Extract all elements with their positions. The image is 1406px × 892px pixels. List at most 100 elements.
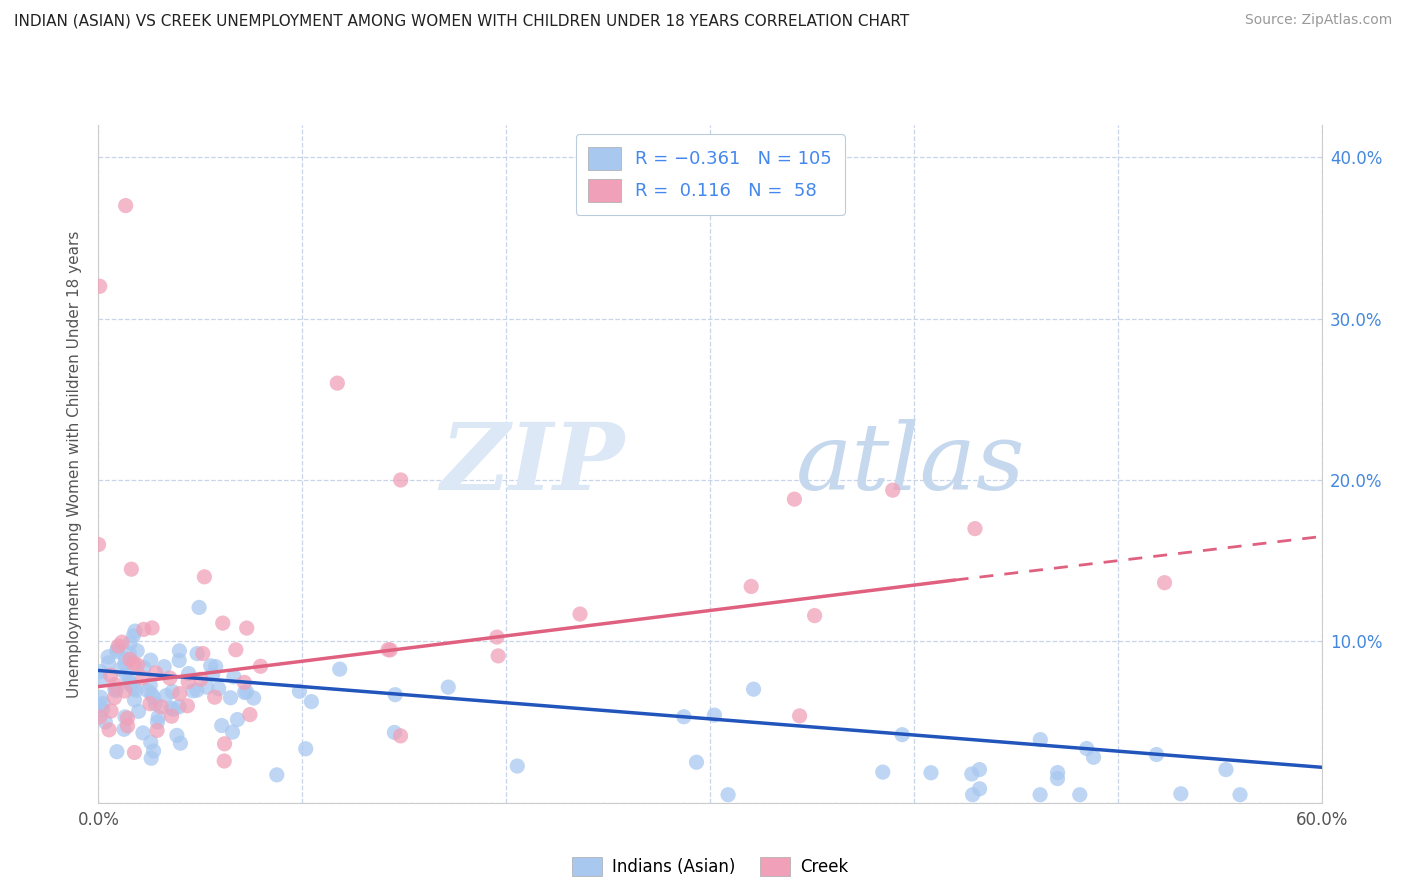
Point (139, 735, 162, 749)
Point (219, 690, 242, 705)
Point (105, 644, 128, 658)
Point (166, 728, 188, 742)
Point (326, 376, 349, 391)
Point (118, 676, 141, 690)
Point (717, 788, 740, 802)
Point (506, 759, 529, 773)
Point (97, 649, 120, 664)
Point (235, 621, 257, 635)
Point (920, 765, 942, 780)
Point (118, 646, 141, 660)
Point (266, 768, 288, 782)
Point (211, 718, 233, 732)
Point (1215, 763, 1237, 777)
Point (124, 746, 146, 760)
Point (120, 562, 142, 576)
Point (221, 725, 243, 739)
Point (167, 653, 190, 667)
Point (162, 702, 184, 716)
Point (380, 643, 402, 657)
Point (249, 659, 271, 673)
Point (142, 744, 165, 758)
Point (139, 653, 162, 667)
Point (195, 680, 218, 694)
Point (136, 684, 159, 698)
Point (181, 684, 204, 698)
Point (1029, 788, 1052, 802)
Point (131, 671, 153, 685)
Legend: Indians (Asian), Creek: Indians (Asian), Creek (565, 850, 855, 882)
Point (891, 728, 914, 742)
Point (139, 678, 162, 692)
Point (740, 579, 762, 593)
Point (169, 644, 191, 658)
Point (112, 723, 135, 737)
Text: INDIAN (ASIAN) VS CREEK UNEMPLOYMENT AMONG WOMEN WITH CHILDREN UNDER 18 YEARS CO: INDIAN (ASIAN) VS CREEK UNEMPLOYMENT AMO… (14, 13, 910, 29)
Point (789, 709, 811, 723)
Point (146, 723, 169, 738)
Point (214, 737, 236, 751)
Point (177, 674, 200, 689)
Point (962, 788, 984, 802)
Point (204, 690, 226, 705)
Point (122, 629, 145, 643)
Point (384, 688, 406, 702)
Point (803, 608, 825, 623)
Point (329, 662, 352, 676)
Point (107, 639, 129, 653)
Point (91, 697, 114, 711)
Point (191, 647, 214, 661)
Point (288, 684, 311, 698)
Point (114, 198, 136, 212)
Point (115, 667, 138, 681)
Point (114, 652, 136, 666)
Point (193, 570, 215, 584)
Point (89, 665, 111, 679)
Point (384, 725, 406, 739)
Point (963, 522, 986, 536)
Point (186, 647, 208, 661)
Point (91, 703, 114, 717)
Point (239, 707, 262, 722)
Point (882, 483, 904, 498)
Point (150, 699, 173, 714)
Point (969, 763, 991, 777)
Point (377, 642, 399, 657)
Point (114, 684, 136, 698)
Point (125, 683, 148, 698)
Point (160, 709, 183, 723)
Point (1029, 732, 1052, 747)
Point (188, 600, 211, 615)
Point (212, 754, 235, 768)
Point (97, 656, 120, 670)
Point (89, 710, 111, 724)
Point (211, 616, 233, 631)
Point (294, 741, 316, 756)
Point (569, 607, 592, 621)
Text: ZIP: ZIP (440, 419, 624, 508)
Point (155, 689, 177, 703)
Point (299, 695, 322, 709)
Point (124, 624, 146, 639)
Point (89, 698, 111, 713)
Point (1229, 788, 1251, 802)
Point (143, 697, 166, 711)
Point (1046, 765, 1069, 780)
Point (1153, 575, 1175, 590)
Point (105, 683, 128, 698)
Point (200, 658, 222, 673)
Point (90, 690, 112, 705)
Point (142, 690, 165, 705)
Point (103, 677, 125, 691)
Point (222, 670, 245, 684)
Point (105, 642, 128, 657)
Point (132, 726, 155, 740)
Point (672, 710, 695, 724)
Point (742, 682, 765, 697)
Point (98, 723, 121, 737)
Point (120, 678, 142, 692)
Point (87, 537, 110, 551)
Point (103, 690, 125, 705)
Point (100, 704, 122, 718)
Point (117, 719, 139, 733)
